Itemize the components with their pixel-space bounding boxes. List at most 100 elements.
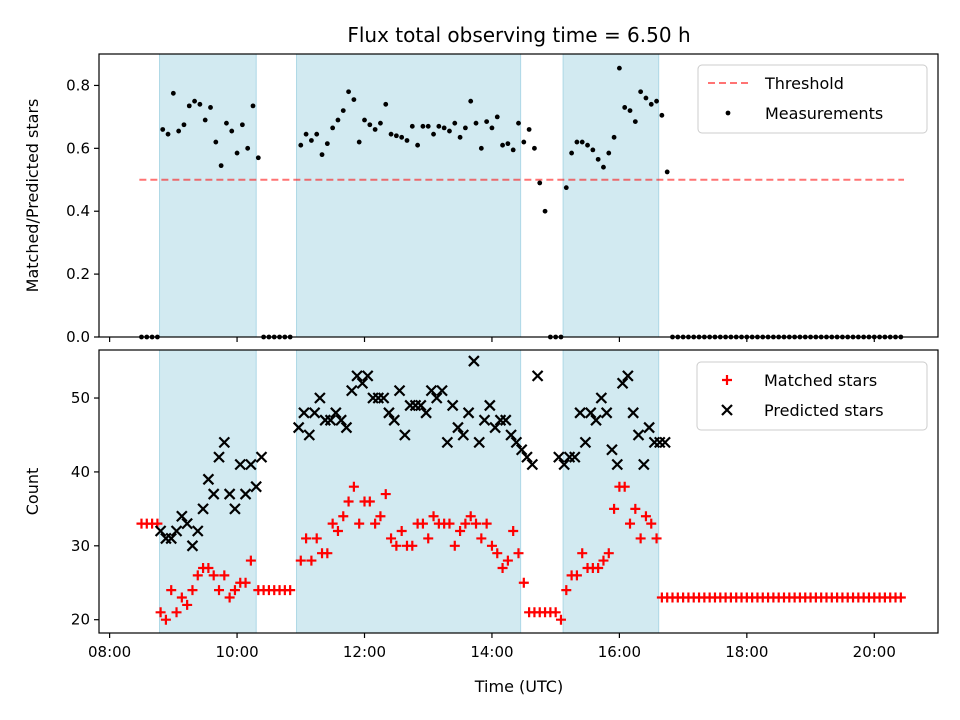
ratio-panel: 0.0 0.2 0.4 0.6 0.8 Matched/Predicted stars Th… — [23, 53, 939, 346]
data-point — [356, 377, 369, 390]
data-point — [361, 370, 374, 382]
data-point — [234, 150, 240, 156]
data-point — [295, 555, 306, 566]
data-point — [638, 89, 644, 95]
data-point — [508, 526, 519, 537]
data-point — [415, 399, 427, 412]
data-point — [563, 185, 569, 191]
data-point — [505, 141, 511, 147]
data-point — [197, 101, 203, 107]
data-point — [584, 407, 597, 419]
legend-label: Predicted stars — [764, 401, 884, 420]
data-point — [521, 451, 533, 463]
data-point — [465, 511, 476, 522]
data-point — [319, 152, 325, 158]
data-point — [380, 489, 391, 500]
data-point — [428, 511, 439, 522]
data-point — [446, 399, 459, 412]
legend-box — [697, 64, 928, 134]
data-point — [471, 518, 482, 529]
data-point — [340, 108, 346, 113]
data-point — [585, 142, 590, 148]
data-point — [510, 436, 523, 449]
data-point — [423, 533, 434, 544]
data-point — [285, 585, 296, 596]
data-point — [499, 414, 512, 426]
data-point — [160, 127, 166, 132]
data-point — [449, 540, 460, 551]
data-point — [154, 525, 167, 537]
legend: Matched stars Predicted stars — [696, 361, 928, 431]
y-axis-label: Matched/Predicted stars — [23, 99, 42, 293]
data-point — [455, 526, 466, 537]
y-axis-label: Count — [23, 468, 42, 516]
data-point — [393, 384, 406, 397]
data-point — [476, 533, 487, 544]
data-point — [160, 614, 171, 625]
data-point — [635, 533, 646, 544]
data-point — [468, 98, 474, 104]
data-point — [622, 370, 634, 382]
data-point — [250, 480, 262, 493]
data-point — [207, 488, 220, 500]
data-point — [603, 548, 614, 559]
data-point — [895, 592, 906, 603]
data-point — [186, 103, 192, 109]
data-point — [203, 562, 214, 573]
data-point — [457, 429, 470, 441]
data-point — [436, 384, 448, 397]
data-point — [598, 555, 609, 566]
data-point — [255, 451, 268, 463]
data-point — [191, 525, 204, 537]
data-point — [460, 518, 471, 529]
data-point — [447, 128, 452, 134]
data-point — [526, 458, 539, 471]
y-tick-label: 0.4 — [66, 202, 90, 220]
data-point — [308, 407, 321, 419]
data-point — [375, 511, 386, 522]
data-point — [417, 518, 428, 529]
x-tick-label: 20:00 — [853, 643, 896, 661]
data-point — [348, 481, 359, 492]
data-point — [407, 540, 418, 551]
data-point — [229, 128, 235, 134]
data-point — [335, 414, 347, 426]
data-point — [619, 481, 630, 492]
data-point — [611, 134, 617, 140]
data-point — [595, 156, 601, 162]
data-point — [343, 496, 354, 507]
data-point — [181, 517, 193, 530]
series-matched-stars — [136, 481, 906, 625]
data-point — [208, 570, 219, 581]
data-point — [364, 496, 375, 507]
legend-marker — [722, 375, 732, 385]
x-tick-label: 14:00 — [470, 643, 513, 661]
data-point — [444, 518, 455, 529]
data-point — [577, 548, 588, 559]
data-point — [425, 123, 431, 129]
data-point — [306, 555, 317, 566]
data-point — [166, 585, 177, 596]
legend-marker — [725, 110, 731, 116]
data-point — [627, 407, 639, 419]
data-point — [531, 370, 544, 382]
data-point — [332, 526, 343, 537]
data-point — [616, 65, 622, 71]
data-point — [383, 407, 395, 419]
observing-window-2 — [296, 349, 522, 634]
data-point — [311, 533, 322, 544]
legend-label: Measurements — [765, 104, 883, 123]
data-point — [632, 119, 638, 125]
data-point — [561, 585, 572, 596]
data-point — [170, 525, 183, 537]
data-point — [187, 585, 198, 596]
data-point — [218, 163, 224, 169]
data-point — [388, 131, 394, 137]
data-point — [595, 392, 608, 404]
data-point — [255, 155, 261, 161]
x-tick-label: 18:00 — [725, 643, 768, 661]
data-point — [625, 518, 636, 529]
data-point — [176, 510, 188, 523]
data-point — [229, 585, 240, 596]
